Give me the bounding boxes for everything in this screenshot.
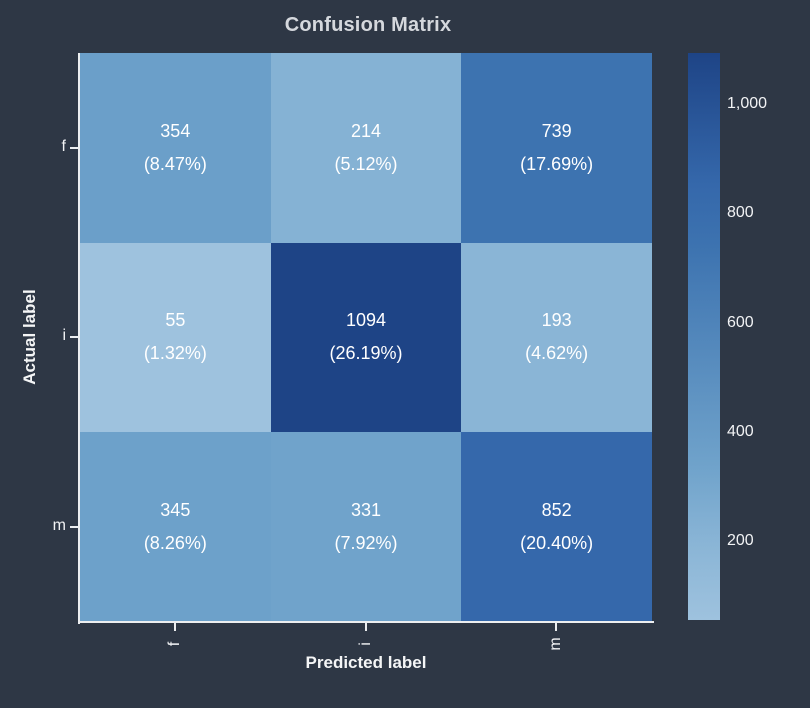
x-axis-line	[78, 621, 654, 623]
colorbar-gradient	[688, 53, 720, 620]
cell-value: 739	[541, 120, 572, 141]
colorbar-tick-600: 600	[727, 314, 754, 331]
x-tick-mark	[555, 623, 557, 631]
cell-value: 331	[350, 500, 382, 521]
cell-percent: (1.32%)	[143, 343, 207, 364]
cell-value: 214	[350, 120, 382, 141]
x-axis-title: Predicted label	[305, 653, 427, 672]
y-tick-mark	[70, 147, 78, 149]
cell-value: 193	[541, 310, 572, 331]
cell-percent: (5.12%)	[334, 153, 398, 174]
heatmap-grid: 354 (8.47%) 214 (5.12%) 739 (17.69%) 55 …	[80, 53, 652, 622]
heatmap-cell-f-i[interactable]: 214 (5.12%)	[270, 53, 462, 243]
cell-value: 1094	[345, 310, 387, 331]
cell-percent: (17.69%)	[520, 153, 594, 174]
cell-percent: (20.40%)	[520, 533, 594, 554]
cell-percent: (7.92%)	[334, 533, 398, 554]
x-tick-mark	[365, 623, 367, 631]
cell-value: 55	[165, 310, 186, 331]
heatmap-cell-f-m[interactable]: 739 (17.69%)	[461, 53, 652, 243]
y-tick-mark	[70, 526, 78, 528]
y-tick-mark	[70, 336, 78, 338]
cell-value: 852	[541, 500, 572, 521]
cell-percent: (8.26%)	[143, 533, 207, 554]
heatmap-cell-m-f[interactable]: 345 (8.26%)	[80, 432, 271, 622]
y-axis-line	[78, 53, 80, 624]
heatmap-cell-i-f[interactable]: 55 (1.32%)	[80, 242, 271, 433]
chart-title: Confusion Matrix	[284, 14, 452, 36]
heatmap-cell-m-m[interactable]: 852 (20.40%)	[461, 432, 652, 622]
colorbar-tick-400: 400	[727, 423, 754, 440]
heatmap-cell-m-i[interactable]: 331 (7.92%)	[270, 432, 462, 622]
heatmap-cell-f-f[interactable]: 354 (8.47%)	[80, 53, 271, 243]
cell-value: 345	[160, 500, 191, 521]
colorbar-tick-800: 800	[727, 204, 754, 221]
y-tick-label-f: f	[61, 138, 66, 155]
y-tick-label-i: i	[62, 327, 66, 344]
heatmap-cell-i-m[interactable]: 193 (4.62%)	[461, 242, 652, 433]
cell-percent: (26.19%)	[329, 343, 403, 364]
cell-percent: (8.47%)	[143, 153, 207, 174]
y-axis-title: Actual label	[20, 289, 39, 385]
colorbar-tick-200: 200	[727, 532, 754, 549]
cell-percent: (4.62%)	[525, 343, 589, 364]
colorbar-tick-1000: 1,000	[727, 95, 768, 112]
heatmap-cell-i-i[interactable]: 1094 (26.19%)	[270, 242, 462, 433]
x-tick-mark	[174, 623, 176, 631]
y-tick-label-m: m	[52, 517, 66, 534]
cell-value: 354	[160, 120, 191, 141]
